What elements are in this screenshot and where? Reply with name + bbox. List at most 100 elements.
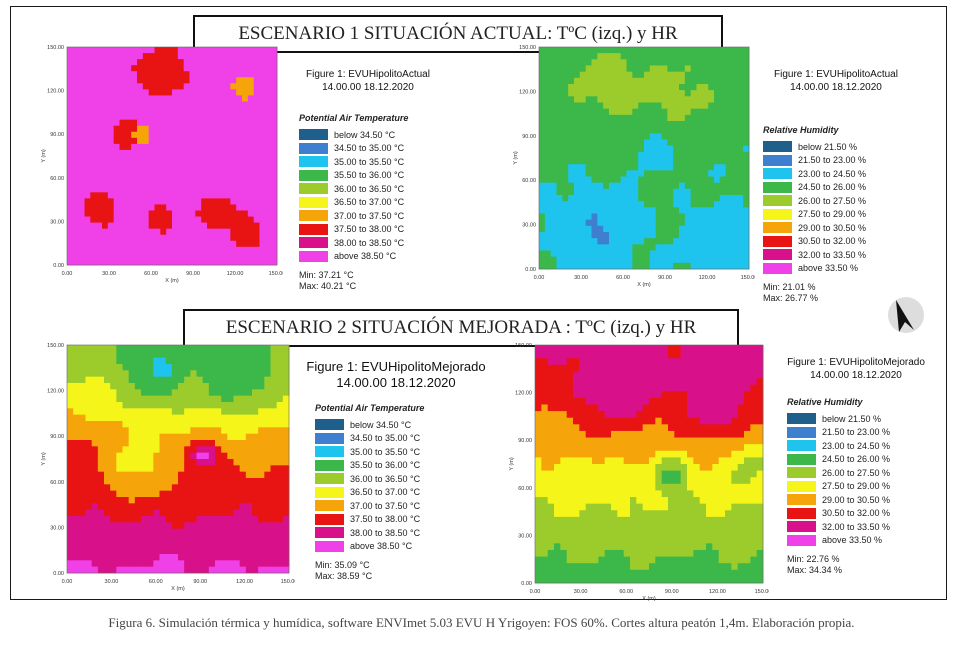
x-tick-label: 60.00 <box>144 271 158 277</box>
legend-item: 24.50 to 26.00 % <box>763 181 866 195</box>
legend-swatch <box>299 210 328 222</box>
scenario1-banner: ESCENARIO 1 SITUACIÓN ACTUAL: TºC (izq.)… <box>193 15 723 53</box>
y-tick-label: 90.00 <box>518 438 532 444</box>
x-tick-label: 150.00 <box>741 275 755 281</box>
legend-item: 29.00 to 30.50 % <box>763 221 866 235</box>
legend-label: 30.50 to 32.00 % <box>798 236 867 247</box>
legend-label: 23.00 to 24.50 % <box>822 440 891 451</box>
y-tick-label: 60.00 <box>50 480 64 486</box>
legend-label: 27.50 to 29.00 % <box>822 481 891 492</box>
s1-temp-title: Figure 1: EVUHipolitoActual 14.00.00 18.… <box>293 69 443 94</box>
legend-swatch <box>315 486 344 498</box>
legend-item: above 33.50 % <box>763 262 866 276</box>
legend-label: 29.00 to 30.50 % <box>822 494 891 505</box>
legend-swatch <box>315 527 344 539</box>
figure-frame: ESCENARIO 1 SITUACIÓN ACTUAL: TºC (izq.)… <box>10 6 947 602</box>
s1-hum-legend: Relative Humidity below 21.50 % 21.50 to … <box>763 125 866 304</box>
max-value: Max: 34.34 % <box>787 564 843 575</box>
x-tick-label: 90.00 <box>186 271 200 277</box>
x-tick-label: 90.00 <box>665 589 679 595</box>
legend-item: 21.50 to 23.00 % <box>787 426 890 440</box>
s1-hum-title-line1: Figure 1: EVUHipolitoActual <box>774 69 898 80</box>
legend-label: 36.50 to 37.00 °C <box>350 487 421 498</box>
legend-swatch <box>299 223 328 235</box>
legend-swatch <box>763 195 792 207</box>
y-tick-label: 150.00 <box>519 45 536 51</box>
x-axis-label: X (m) <box>637 282 651 288</box>
y-tick-label: 60.00 <box>518 486 532 492</box>
legend-label: below 21.50 % <box>822 413 882 424</box>
y-tick-label: 120.00 <box>47 89 64 95</box>
north-arrow-icon <box>884 292 928 343</box>
legend-swatch <box>299 142 328 154</box>
legend-label: 23.00 to 24.50 % <box>798 168 867 179</box>
legend-label: above 33.50 % <box>822 535 883 546</box>
legend-item: 21.50 to 23.00 % <box>763 154 866 168</box>
s1-humidity-map: 0.00 30.00 60.00 90.00 120.00 150.00 0.00 30.00… <box>509 43 755 291</box>
y-tick-label: 30.00 <box>50 525 64 531</box>
s1-temp-legend: Potential Air Temperature below 34.50 °C… <box>299 113 408 292</box>
legend-item: 37.50 to 38.00 °C <box>299 223 408 237</box>
legend-swatch <box>315 446 344 458</box>
legend-label: 36.00 to 36.50 °C <box>350 473 421 484</box>
min-value: Min: 37.21 °C <box>299 270 354 280</box>
legend-label: 34.50 to 35.00 °C <box>350 433 421 444</box>
legend-label: 37.50 to 38.00 °C <box>334 224 405 235</box>
legend-item: 35.00 to 35.50 °C <box>315 445 424 459</box>
legend-swatch <box>763 262 792 274</box>
legend-item: 36.50 to 37.00 °C <box>315 486 424 500</box>
legend-swatch <box>315 459 344 471</box>
max-value: Max: 38.59 °C <box>315 570 373 581</box>
legend-item: above 33.50 % <box>787 534 890 548</box>
legend-label: 38.00 to 38.50 °C <box>334 237 405 248</box>
y-tick-label: 0.00 <box>525 267 536 273</box>
legend-swatch <box>299 250 328 262</box>
legend-item: 27.50 to 29.00 % <box>787 480 890 494</box>
min-value: Min: 22.76 % <box>787 554 840 564</box>
s2-temp-legend: Potential Air Temperature below 34.50 °C… <box>315 403 424 582</box>
legend-item: 23.00 to 24.50 % <box>787 439 890 453</box>
s2-hum-title-line2: 14.00.00 18.12.2020 <box>810 369 902 381</box>
legend-label: 38.00 to 38.50 °C <box>350 527 421 538</box>
legend-label: 36.50 to 37.00 °C <box>334 197 405 208</box>
legend-label: 37.00 to 37.50 °C <box>334 210 405 221</box>
legend-swatch <box>315 473 344 485</box>
legend-swatch <box>763 168 792 180</box>
legend-label: 30.50 to 32.00 % <box>822 508 891 519</box>
legend-label: 24.50 to 26.00 % <box>822 454 891 465</box>
scenario2-banner: ESCENARIO 2 SITUACIÓN MEJORADA : TºC (iz… <box>183 309 739 347</box>
legend-swatch <box>315 500 344 512</box>
legend-item: 37.00 to 37.50 °C <box>299 209 408 223</box>
s2-temperature-map: 0.00 30.00 60.00 90.00 120.00 150.00 0.00 30.00… <box>37 341 295 595</box>
x-tick-label: 150.00 <box>281 579 295 585</box>
legend-label: below 34.50 °C <box>350 419 412 430</box>
x-tick-label: 150.00 <box>755 589 769 595</box>
legend-swatch <box>315 432 344 444</box>
legend-label: 35.00 to 35.50 °C <box>334 156 405 167</box>
legend-swatch <box>763 208 792 220</box>
legend-swatch <box>787 480 816 492</box>
x-tick-label: 30.00 <box>102 271 116 277</box>
legend-swatch <box>763 249 792 261</box>
max-value: Max: 40.21 °C <box>299 280 357 291</box>
legend-swatch <box>315 540 344 552</box>
legend-label: 26.00 to 27.50 % <box>798 195 867 206</box>
x-tick-label: 90.00 <box>193 579 207 585</box>
legend-item: 34.50 to 35.00 °C <box>299 142 408 156</box>
legend-swatch <box>787 413 816 425</box>
legend-label: 34.50 to 35.00 °C <box>334 143 405 154</box>
legend-swatch <box>787 494 816 506</box>
s1-hum-title: Figure 1: EVUHipolitoActual 14.00.00 18.… <box>761 69 911 94</box>
x-axis-label: X (m) <box>642 596 656 602</box>
y-tick-label: 150.00 <box>47 343 64 349</box>
y-tick-label: 60.00 <box>50 176 64 182</box>
x-axis-label: X (m) <box>165 278 179 284</box>
x-tick-label: 30.00 <box>574 275 588 281</box>
legend-item: 23.00 to 24.50 % <box>763 167 866 181</box>
y-tick-label: 0.00 <box>53 263 64 269</box>
y-tick-label: 90.00 <box>522 134 536 140</box>
legend-swatch <box>787 440 816 452</box>
figure-caption: Figura 6. Simulación térmica y humídica,… <box>108 615 855 630</box>
s1-temperature-map: 0.00 30.00 60.00 90.00 120.00 150.00 0.00 30.00… <box>37 43 283 287</box>
legend-swatch <box>787 507 816 519</box>
